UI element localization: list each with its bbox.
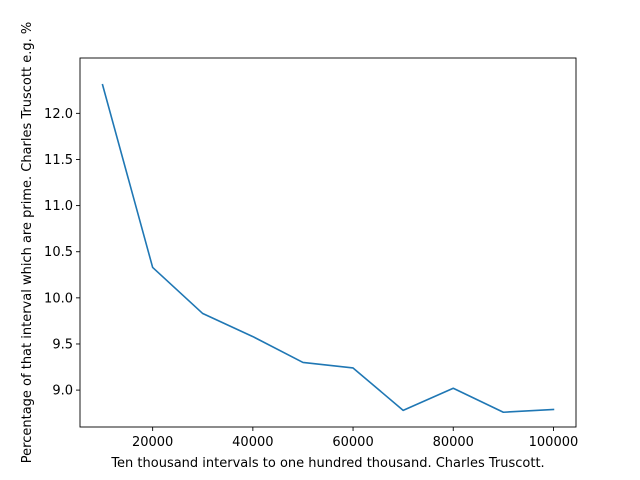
y-tick-label: 12.0 xyxy=(44,107,73,122)
x-axis-ticks: 20000 40000 60000 80000 100000 xyxy=(132,427,578,450)
y-tick-label: 11.5 xyxy=(44,153,73,168)
y-axis-label: Percentage of that interval which are pr… xyxy=(20,22,35,463)
y-tick-label: 10.5 xyxy=(44,245,73,260)
plot-area: 20000 40000 60000 80000 100000 9.0 9.5 10.0 10.… xyxy=(44,57,578,450)
y-tick-label: 9.5 xyxy=(52,337,73,352)
x-tick-label: 100000 xyxy=(529,435,579,450)
series-points xyxy=(102,85,553,413)
x-tick-label: 40000 xyxy=(232,435,273,450)
series-line xyxy=(101,83,555,414)
plot-frame xyxy=(79,57,577,428)
y-axis-ticks: 9.0 9.5 10.0 10.5 11.0 11.5 12.0 xyxy=(44,107,80,399)
x-tick-label: 20000 xyxy=(132,435,173,450)
y-tick-label: 9.0 xyxy=(52,384,73,399)
x-axis-label: Ten thousand intervals to one hundred th… xyxy=(110,456,544,471)
x-tick-label: 80000 xyxy=(433,435,474,450)
y-tick-label: 11.0 xyxy=(44,199,73,214)
x-tick-label: 60000 xyxy=(332,435,373,450)
y-tick-label: 10.0 xyxy=(44,291,73,306)
